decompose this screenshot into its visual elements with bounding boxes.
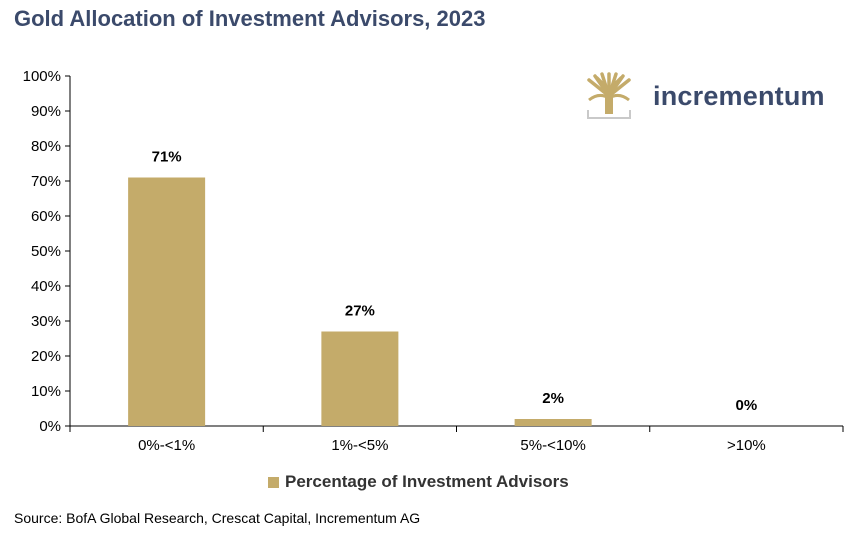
y-axis: 0% 10% 20% 30% 40% 50% 60% 70% 80% 90% 100% [23,68,71,435]
y-tick-label: 70% [31,173,61,190]
bar [128,177,206,426]
x-tick-label: 5%-<10% [520,437,585,454]
data-label: 0% [736,397,758,414]
data-label: 71% [152,149,182,166]
y-tick-label: 90% [31,103,61,120]
data-label: 27% [345,303,375,320]
y-tick-label: 60% [31,208,61,225]
chart-title: Gold Allocation of Investment Advisors, … [14,6,486,31]
y-tick-label: 80% [31,138,61,155]
data-labels: 71% 27% 2% 0% [152,149,758,415]
incrementum-logo: incrementum [585,72,825,120]
legend-swatch [268,476,279,488]
x-axis: 0%-<1% 1%-<5% 5%-<10% >10% [69,425,844,454]
x-tick-label: 1%-<5% [331,437,388,454]
source-note: Source: BofA Global Research, Crescat Ca… [14,510,421,526]
y-tick-label: 30% [31,313,61,330]
bar [321,331,399,426]
logo-text: incrementum [653,80,825,111]
y-tick-label: 40% [31,278,61,295]
bar [514,419,592,426]
data-label: 2% [542,390,564,407]
bars [128,177,592,426]
y-tick-label: 100% [23,68,61,85]
y-tick-label: 50% [31,243,61,260]
x-tick-label: 0%-<1% [138,437,195,454]
tree-logo-icon [587,72,631,119]
legend: Percentage of Investment Advisors [268,472,569,492]
y-tick-label: 0% [39,418,61,435]
y-tick-label: 10% [31,383,61,400]
x-tick-label: >10% [727,437,766,454]
legend-label: Percentage of Investment Advisors [285,472,569,491]
y-tick-label: 20% [31,348,61,365]
